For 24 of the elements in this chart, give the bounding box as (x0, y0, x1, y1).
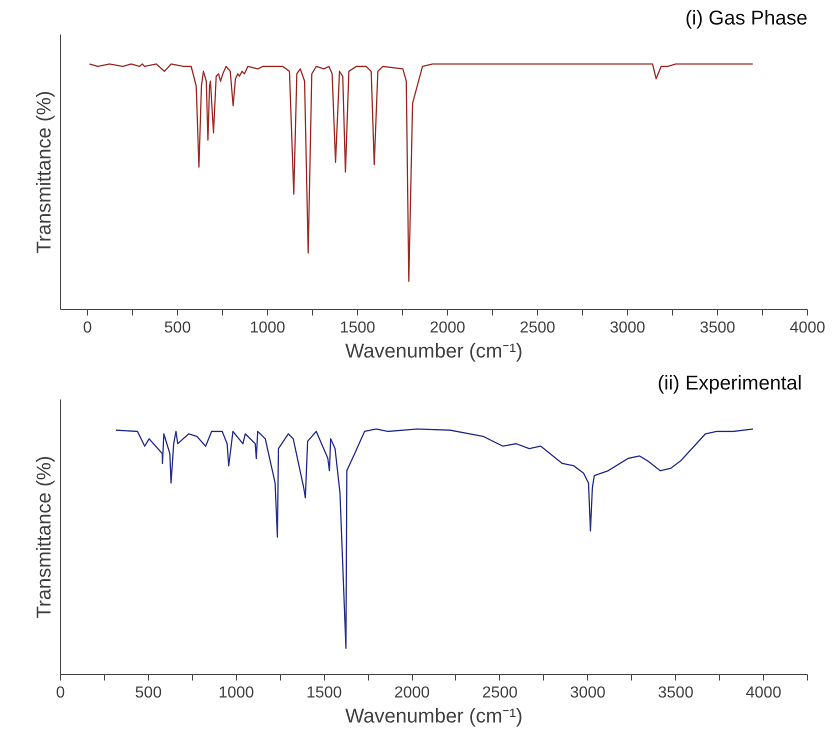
x-tick-label: 2000 (430, 320, 466, 336)
x-tick-label: 1000 (250, 320, 286, 336)
x-tick-label: 2500 (520, 320, 556, 336)
x-tick-label: 500 (164, 320, 191, 336)
y-axis-title: Transmittance (%) (34, 90, 56, 254)
x-tick-label: 1500 (306, 684, 342, 702)
x-tick-label: 0 (56, 684, 66, 702)
x-tick-label: 4000 (790, 320, 826, 336)
x-axis-title: Wavenumber (cm⁻¹) (345, 340, 523, 362)
x-tick-label: 3500 (658, 684, 694, 702)
text: (i) Gas Phase (685, 8, 808, 30)
x-tick-label: 500 (135, 684, 162, 702)
x-tick-label: 1000 (218, 684, 254, 702)
x-tick-label: 3000 (610, 320, 646, 336)
x-tick-label: 4000 (746, 684, 782, 702)
text: (ii) Experimental (657, 372, 802, 394)
x-tick-label: 1500 (340, 320, 376, 336)
y-axis-title: Transmittance (%) (34, 456, 56, 618)
x-tick-label: 3000 (570, 684, 606, 702)
x-tick-label: 2000 (394, 684, 430, 702)
x-tick-label: 0 (83, 320, 92, 336)
x-tick-label: 3500 (700, 320, 736, 336)
x-tick-label: 2500 (482, 684, 518, 702)
x-axis-title: Wavenumber (cm⁻¹) (345, 706, 523, 728)
